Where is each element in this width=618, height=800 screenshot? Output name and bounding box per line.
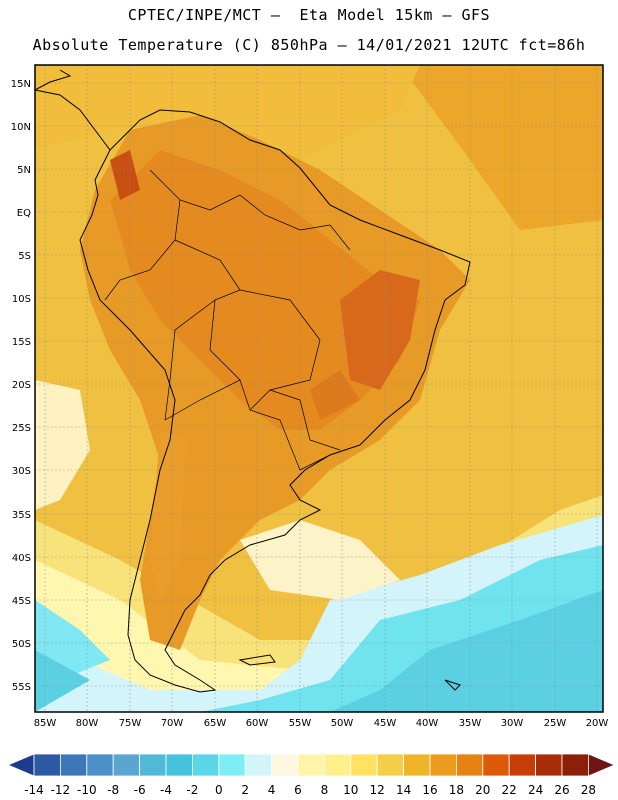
graticule (35, 65, 603, 712)
lat-label: 50S (12, 639, 31, 650)
lon-label: 60W (246, 718, 269, 729)
scale-label: 16 (422, 783, 437, 797)
scale-swatch (588, 753, 616, 777)
scale-swatch (112, 753, 140, 777)
lon-label: 55W (289, 718, 312, 729)
scale-label: 14 (396, 783, 411, 797)
longitude-labels: 85W 80W 75W 70W 65W 60W 55W 50W 45W 40W … (34, 718, 609, 729)
lat-label: 30S (12, 466, 31, 477)
lon-label: 65W (204, 718, 227, 729)
scale-label: 24 (528, 783, 543, 797)
scale-label: 8 (321, 783, 329, 797)
scale-swatch (218, 753, 246, 777)
lat-label: 25S (12, 423, 31, 434)
scale-swatch (376, 753, 405, 777)
scale-swatch (455, 753, 484, 777)
scale-label: 2 (241, 783, 249, 797)
scale-label: 4 (268, 783, 276, 797)
scale-label: 6 (294, 783, 302, 797)
scale-swatch (139, 753, 167, 777)
temperature-map: 15N 10N 5N EQ 5S 10S 15S 20S 25S 30S 35S… (11, 64, 609, 729)
scale-swatch (244, 753, 272, 777)
lon-label: 80W (76, 718, 99, 729)
chart-title-line-1: CPTEC/INPE/MCT – Eta Model 15km – GFS (127, 6, 491, 24)
lon-label: 50W (331, 718, 354, 729)
scale-swatch (429, 753, 457, 777)
scale-swatch (323, 753, 352, 777)
scale-swatch (482, 753, 510, 777)
lat-label: 40S (12, 553, 31, 564)
lat-label: 10S (12, 294, 31, 305)
lat-label: 20S (12, 380, 31, 391)
scale-label: -8 (107, 783, 119, 797)
lon-label: 30W (501, 718, 524, 729)
lat-label: 15N (11, 79, 31, 90)
scale-label: -14 (24, 783, 44, 797)
lon-label: 20W (586, 718, 609, 729)
scale-swatch (271, 753, 299, 777)
lat-label: 35S (12, 510, 31, 521)
scale-swatch (165, 753, 193, 777)
lon-label: 85W (34, 718, 57, 729)
lon-label: 75W (119, 718, 142, 729)
chart-title-line-2: Absolute Temperature (C) 850hPa – 14/01/… (32, 36, 586, 54)
scale-swatch (535, 753, 563, 777)
scale-label: 10 (343, 783, 358, 797)
lat-label: 55S (12, 682, 31, 693)
scale-swatch (350, 753, 378, 777)
lon-label: 35W (459, 718, 482, 729)
scale-label: -12 (51, 783, 71, 797)
temperature-field (35, 65, 603, 712)
lon-label: 40W (416, 718, 439, 729)
lat-label: 45S (12, 596, 31, 607)
scale-swatch (6, 753, 35, 777)
scale-label: -10 (77, 783, 97, 797)
scale-label: 26 (554, 783, 569, 797)
scale-label: 0 (215, 783, 223, 797)
color-scale-swatches (6, 753, 616, 777)
lat-label: 10N (11, 122, 31, 133)
coastline (35, 69, 471, 693)
scale-swatch (561, 753, 589, 777)
scale-swatch (403, 753, 431, 777)
lat-label: EQ (17, 208, 31, 219)
scale-label: 18 (449, 783, 464, 797)
scale-swatch (297, 753, 325, 777)
scale-label: -2 (186, 783, 198, 797)
color-scale-bar: -14 -12 -10 -8 -6 -4 -2 0 2 4 6 8 10 12 … (6, 753, 616, 797)
scale-label: 28 (581, 783, 596, 797)
lat-label: 5N (17, 165, 31, 176)
scale-swatch (508, 753, 537, 777)
scale-swatch (60, 753, 88, 777)
map-frame (34, 64, 604, 713)
color-scale-labels: -14 -12 -10 -8 -6 -4 -2 0 2 4 6 8 10 12 … (24, 783, 596, 797)
scale-label: 20 (475, 783, 490, 797)
lat-label: 15S (12, 337, 31, 348)
country-borders (104, 169, 351, 471)
latitude-labels: 15N 10N 5N EQ 5S 10S 15S 20S 25S 30S 35S… (11, 79, 31, 693)
lat-label: 5S (18, 251, 31, 262)
lon-label: 25W (544, 718, 567, 729)
scale-label: -4 (160, 783, 172, 797)
scale-label: -6 (134, 783, 146, 797)
scale-swatch (86, 753, 114, 777)
lon-label: 45W (374, 718, 397, 729)
lon-label: 70W (161, 718, 184, 729)
scale-label: 22 (502, 783, 517, 797)
scale-label: 12 (370, 783, 385, 797)
scale-swatch (33, 753, 61, 777)
scale-swatch (191, 753, 220, 777)
